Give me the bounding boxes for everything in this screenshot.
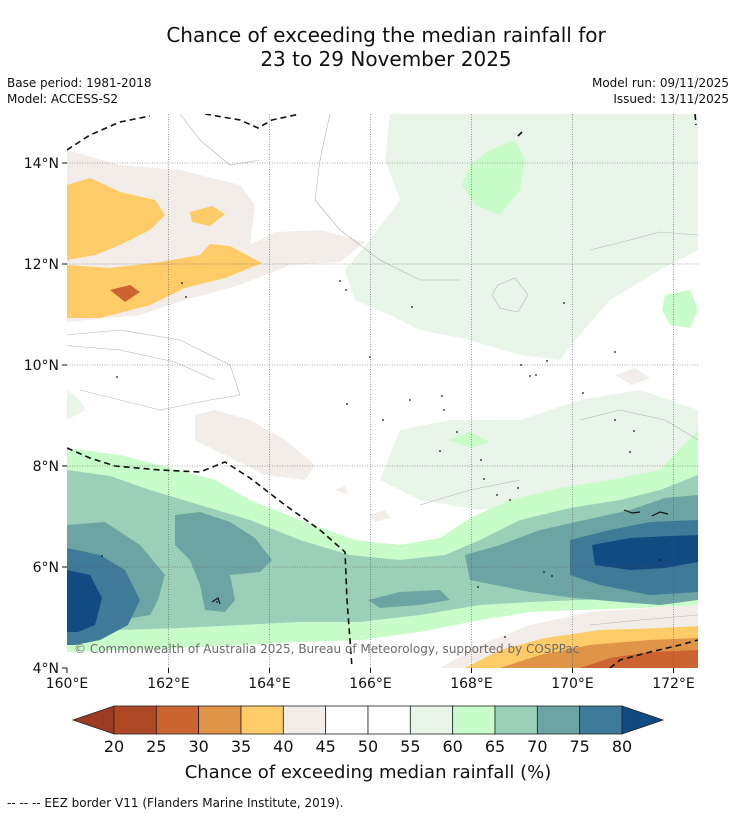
contour-60-65-north [462, 140, 525, 215]
contour-55-60-west [67, 390, 85, 420]
model-run-text: Model run: 09/11/2025 [591, 76, 729, 90]
colorbar-tick-65: 65 [485, 737, 505, 756]
colorbar-tick-45: 45 [315, 737, 335, 756]
colorbar-tick-20: 20 [104, 737, 124, 756]
contour-60-65-east [662, 290, 698, 328]
base-period-text: Base period: 1981-2018 [7, 76, 152, 90]
colorbar-title: Chance of exceeding median rainfall (%) [185, 762, 552, 783]
colorbar-tick-40: 40 [273, 737, 293, 756]
colorbar-box-75-80 [579, 705, 623, 735]
contour-35-40-west [67, 244, 262, 318]
colorbar-box-30-35 [198, 705, 242, 735]
contour-40-45-small1 [370, 510, 390, 522]
colorbar-box-65-70 [494, 705, 538, 735]
colorbar-box-55-60 [409, 705, 454, 735]
colorbar-box-35-40 [240, 705, 284, 735]
contour-30-35-small [110, 285, 140, 302]
x-tick-164e: 164°E [248, 676, 291, 692]
contour-75-80-mid [368, 590, 450, 608]
colorbar-tick-70: 70 [527, 737, 547, 756]
colorbar-tick-75: 75 [569, 737, 589, 756]
colorbar-boxes [113, 705, 623, 735]
x-tick-160e: 160°E [46, 676, 89, 692]
colorbar-box-45-50 [325, 705, 369, 735]
colorbar-over-arrow [621, 705, 665, 735]
x-tick-172e: 172°E [652, 676, 695, 692]
y-tick-8n: 8°N [33, 459, 59, 475]
colorbar-tick-25: 25 [146, 737, 166, 756]
rainfall-map: © Commonwealth of Australia 2025, Bureau… [24, 114, 698, 783]
atoll-outlines [211, 509, 669, 605]
gridlines [67, 114, 698, 668]
colorbar-box-40-45 [282, 705, 327, 735]
metadata-left: Base period: 1981-2018 Model: ACCESS-S2 [7, 75, 152, 107]
contour-55-60-north [345, 114, 698, 360]
y-tick-10n: 10°N [24, 358, 59, 374]
island-markers [101, 280, 661, 638]
x-tick-170e: 170°E [551, 676, 594, 692]
metadata-right: Model run: 09/11/2025 Issued: 13/11/2025 [592, 75, 729, 107]
map-title-line1: Chance of exceeding the median rainfall … [166, 23, 606, 47]
x-tick-162e: 162°E [147, 676, 190, 692]
colorbar-labels: 20 25 30 35 40 45 50 55 60 65 70 75 80 [104, 737, 632, 756]
colorbar-tick-80: 80 [612, 737, 632, 756]
x-axis-labels: 160°E 162°E 164°E 166°E 168°E 170°E 172°… [46, 676, 695, 692]
x-tick-168e: 168°E [450, 676, 493, 692]
x-tick-166e: 166°E [349, 676, 392, 692]
contour-25-30-southeast [580, 650, 698, 668]
colorbar-tick-60: 60 [442, 737, 462, 756]
contour-75-80-central [175, 512, 272, 612]
map-title-line2: 23 to 29 November 2025 [260, 47, 512, 71]
y-tick-6n: 6°N [33, 560, 59, 576]
model-text: Model: ACCESS-S2 [7, 92, 119, 106]
contour-above80-west [67, 570, 102, 632]
contour-60-65-small [448, 432, 490, 448]
colorbar-tick-50: 50 [358, 737, 378, 756]
axis-ticks [62, 162, 674, 673]
y-axis-labels: 4°N 6°N 8°N 10°N 12°N 14°N [24, 156, 59, 677]
colorbar-tick-55: 55 [400, 737, 420, 756]
colorbar-box-20-25 [113, 705, 157, 735]
colorbar-box-25-30 [155, 705, 200, 735]
y-tick-12n: 12°N [24, 257, 59, 273]
map-plot-area: © Commonwealth of Australia 2025, Bureau… [67, 114, 698, 668]
colorbar-box-50-55 [367, 705, 411, 735]
contour-lines [67, 114, 698, 626]
contour-40-45-east [615, 368, 650, 385]
colorbar-box-70-75 [536, 705, 581, 735]
eez-legend-note: -- -- -- EEZ border V11 (Flanders Marine… [7, 796, 344, 810]
contour-above80-east [592, 535, 698, 570]
contour-35-40-northwest [67, 178, 165, 260]
copyright-notice: © Commonwealth of Australia 2025, Bureau… [74, 642, 579, 656]
contour-35-40-small [190, 206, 225, 226]
y-tick-4n: 4°N [33, 661, 59, 677]
issued-text: Issued: 13/11/2025 [613, 92, 729, 106]
colorbar-box-60-65 [452, 705, 496, 735]
contour-40-45-central [195, 410, 315, 480]
colorbar-tick-30: 30 [188, 737, 208, 756]
y-tick-14n: 14°N [24, 156, 59, 172]
colorbar-tick-35: 35 [231, 737, 251, 756]
contour-40-45-small2 [335, 486, 348, 494]
colorbar: 20 25 30 35 40 45 50 55 60 65 70 75 80 Chance of exc… [71, 705, 665, 783]
colorbar-under-arrow [71, 705, 115, 735]
